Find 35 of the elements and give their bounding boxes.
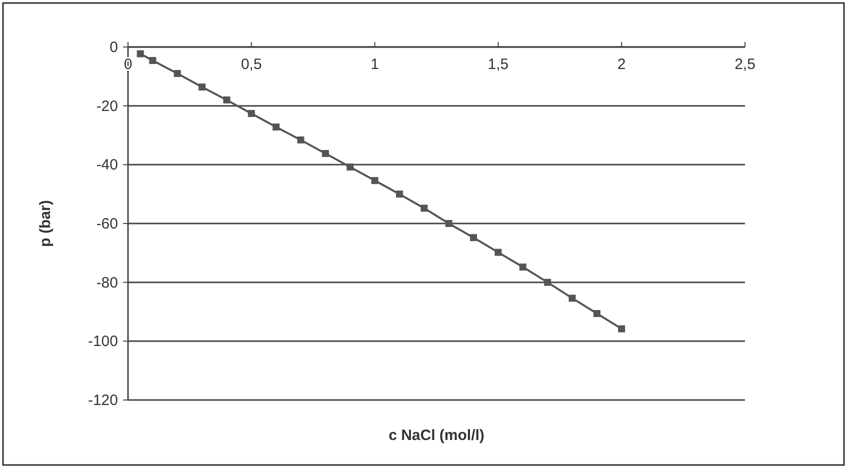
point xyxy=(223,96,230,104)
point xyxy=(494,248,502,256)
y-tick-label: -80 xyxy=(96,274,118,292)
point xyxy=(396,190,403,198)
point xyxy=(346,164,354,171)
y-tick-label: 0 xyxy=(110,39,118,56)
point xyxy=(149,57,156,64)
point xyxy=(420,204,428,212)
point xyxy=(248,110,255,117)
x-tick-label: 2 xyxy=(617,56,626,73)
point xyxy=(198,84,206,91)
y-tick-label: -40 xyxy=(96,156,118,174)
point xyxy=(519,264,526,271)
x-tick-label: 1 xyxy=(370,56,379,73)
point xyxy=(470,234,478,242)
point xyxy=(568,294,576,302)
point xyxy=(371,177,378,184)
y-tick-label: -20 xyxy=(96,98,118,115)
y-tick-label: -60 xyxy=(96,216,118,232)
x-tick-label: 0,5 xyxy=(240,56,262,73)
x-axis-title: c NaCl (mol/l) xyxy=(388,427,484,444)
point xyxy=(297,136,304,144)
point xyxy=(445,220,452,227)
point xyxy=(618,325,626,332)
x-tick-label: 2,5 xyxy=(734,56,756,73)
point xyxy=(174,70,181,77)
x-tick-label: 1,5 xyxy=(488,56,509,73)
point xyxy=(544,278,552,286)
point xyxy=(136,50,144,58)
y-tick-label: -120 xyxy=(88,392,118,409)
y-axis-title: p (bar) xyxy=(37,200,54,247)
y-tick-label: -100 xyxy=(88,333,118,350)
point xyxy=(272,124,280,131)
point xyxy=(593,310,600,318)
point xyxy=(322,150,329,157)
